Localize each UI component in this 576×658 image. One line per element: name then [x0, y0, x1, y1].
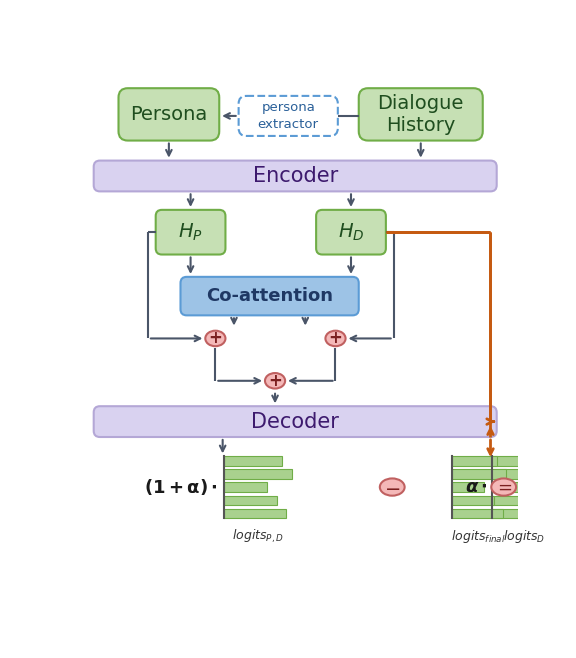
Bar: [452, 469, 506, 478]
Ellipse shape: [325, 331, 346, 346]
Bar: [492, 509, 550, 518]
Text: $H_D$: $H_D$: [338, 222, 364, 243]
Text: $\mathbf{(1+\alpha)\cdot}$: $\mathbf{(1+\alpha)\cdot}$: [144, 477, 218, 497]
Ellipse shape: [265, 373, 285, 389]
Text: persona
extractor: persona extractor: [257, 101, 319, 131]
FancyBboxPatch shape: [156, 210, 225, 255]
Bar: [224, 456, 282, 465]
Ellipse shape: [491, 478, 516, 495]
Bar: [492, 456, 545, 465]
FancyBboxPatch shape: [94, 161, 497, 191]
Text: +: +: [328, 330, 343, 347]
FancyBboxPatch shape: [94, 406, 497, 437]
Text: Co-attention: Co-attention: [206, 287, 333, 305]
Text: $\mathit{logits}_{D}$: $\mathit{logits}_{D}$: [503, 528, 545, 545]
FancyBboxPatch shape: [119, 88, 219, 141]
Text: +: +: [209, 330, 222, 347]
Bar: [224, 509, 286, 518]
Text: $=$: $=$: [494, 478, 513, 496]
FancyBboxPatch shape: [359, 88, 483, 141]
FancyBboxPatch shape: [238, 96, 338, 136]
Ellipse shape: [205, 331, 225, 346]
Bar: [492, 482, 531, 492]
FancyBboxPatch shape: [180, 277, 359, 315]
Bar: [452, 495, 494, 505]
Bar: [492, 495, 540, 505]
Text: Persona: Persona: [130, 105, 207, 124]
Text: $\boldsymbol{\alpha\cdot}$: $\boldsymbol{\alpha\cdot}$: [465, 478, 488, 496]
Text: +: +: [268, 372, 282, 390]
Text: Decoder: Decoder: [251, 412, 339, 432]
Text: $\mathit{logits}_{P,D}$: $\mathit{logits}_{P,D}$: [232, 528, 285, 545]
FancyBboxPatch shape: [316, 210, 386, 255]
Text: $\mathit{logits}_{final}$: $\mathit{logits}_{final}$: [452, 528, 506, 545]
Bar: [224, 482, 267, 492]
Text: $H_P$: $H_P$: [178, 222, 203, 243]
Bar: [492, 469, 556, 478]
Bar: [452, 509, 503, 518]
Ellipse shape: [380, 478, 404, 495]
Text: $-$: $-$: [384, 478, 400, 497]
Text: Dialogue
History: Dialogue History: [377, 94, 464, 135]
Bar: [452, 456, 497, 465]
Bar: [224, 469, 293, 478]
Bar: [452, 482, 484, 492]
Bar: [224, 495, 277, 505]
Text: Encoder: Encoder: [252, 166, 338, 186]
